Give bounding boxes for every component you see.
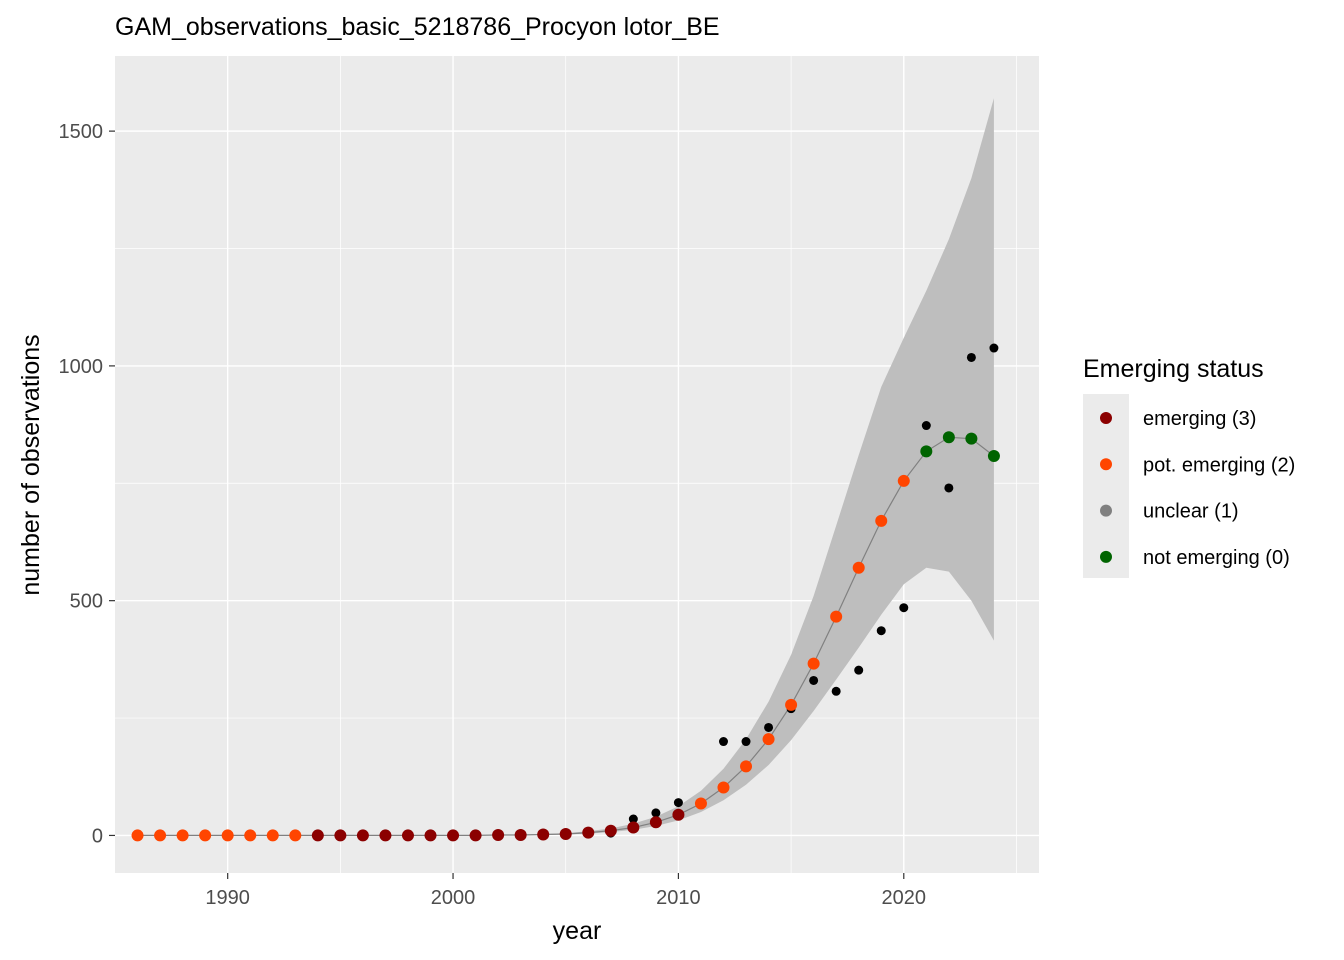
legend-label: not emerging (0): [1143, 547, 1290, 569]
observed-point: [764, 722, 774, 732]
fitted-point: [289, 829, 302, 842]
y-axis: 0 500 1000 1500: [59, 121, 115, 847]
fitted-point: [356, 829, 369, 842]
fitted-point: [537, 828, 550, 841]
fitted-point: [987, 450, 1000, 463]
x-tick-label: 2000: [431, 887, 476, 909]
fitted-point: [942, 431, 955, 444]
observed-point: [718, 737, 728, 747]
fitted-point: [694, 797, 707, 810]
y-tick-label: 1000: [59, 356, 104, 378]
legend-label: emerging (3): [1143, 408, 1256, 430]
x-axis-title: year: [553, 917, 602, 945]
y-tick-label: 0: [92, 825, 103, 847]
x-axis: 1990 2000 2010 2020: [205, 873, 926, 909]
legend-key-background: [1083, 394, 1129, 578]
legend: Emerging status emerging (3) pot. emergin…: [1083, 355, 1295, 578]
observed-point: [876, 626, 886, 636]
x-tick-label: 2020: [882, 887, 927, 909]
fitted-point: [649, 816, 662, 829]
fitted-point: [221, 829, 234, 842]
legend-key: [1100, 504, 1112, 517]
fitted-point: [785, 698, 798, 711]
observed-point: [854, 665, 864, 675]
fitted-point: [830, 610, 843, 623]
fitted-point: [424, 829, 437, 842]
legend-label: pot. emerging (2): [1143, 454, 1295, 476]
legend-title: Emerging status: [1083, 355, 1264, 383]
fitted-point: [920, 445, 933, 458]
fitted-point: [582, 826, 595, 839]
fitted-point: [604, 824, 617, 837]
fitted-point: [379, 829, 392, 842]
fitted-point: [559, 828, 572, 841]
fitted-point: [199, 829, 212, 842]
observed-point: [899, 603, 909, 613]
fitted-point: [672, 808, 685, 821]
fitted-point: [897, 474, 910, 487]
fitted-point: [311, 829, 324, 842]
observed-point: [651, 808, 661, 818]
fitted-point: [334, 829, 347, 842]
legend-key: [1100, 550, 1112, 563]
observed-point: [831, 686, 841, 696]
y-tick-label: 1500: [59, 121, 104, 143]
fitted-point: [154, 829, 167, 842]
fitted-point: [514, 828, 527, 841]
observed-point: [966, 352, 976, 362]
chart-title: GAM_observations_basic_5218786_Procyon l…: [115, 13, 720, 41]
legend-key: [1100, 412, 1112, 424]
y-tick-label: 500: [70, 591, 103, 613]
y-axis-title: number of observations: [17, 334, 45, 595]
fitted-point: [401, 829, 414, 842]
fitted-points: [131, 431, 1000, 842]
fitted-point: [717, 781, 730, 794]
fitted-point: [266, 829, 279, 842]
observed-point: [989, 343, 999, 353]
observed-point: [628, 814, 638, 824]
legend-label: unclear (1): [1143, 501, 1239, 523]
observed-point: [809, 675, 819, 685]
fitted-point: [176, 829, 189, 842]
fitted-point: [447, 829, 460, 842]
fitted-point: [492, 828, 505, 841]
observed-point: [921, 421, 931, 431]
fitted-point: [627, 821, 640, 834]
fitted-point: [244, 829, 257, 842]
observed-point: [741, 737, 751, 747]
fitted-point: [740, 760, 753, 773]
fitted-point: [852, 561, 865, 574]
fitted-point: [762, 733, 775, 746]
x-tick-label: 2010: [656, 887, 701, 909]
fitted-point: [131, 829, 144, 842]
x-tick-label: 1990: [205, 887, 250, 909]
fitted-point: [875, 514, 888, 527]
fitted-point: [965, 432, 978, 445]
observed-point: [673, 798, 683, 808]
fitted-point: [807, 657, 820, 670]
observed-point: [944, 483, 954, 493]
legend-key: [1100, 458, 1112, 471]
fitted-point: [469, 829, 482, 842]
